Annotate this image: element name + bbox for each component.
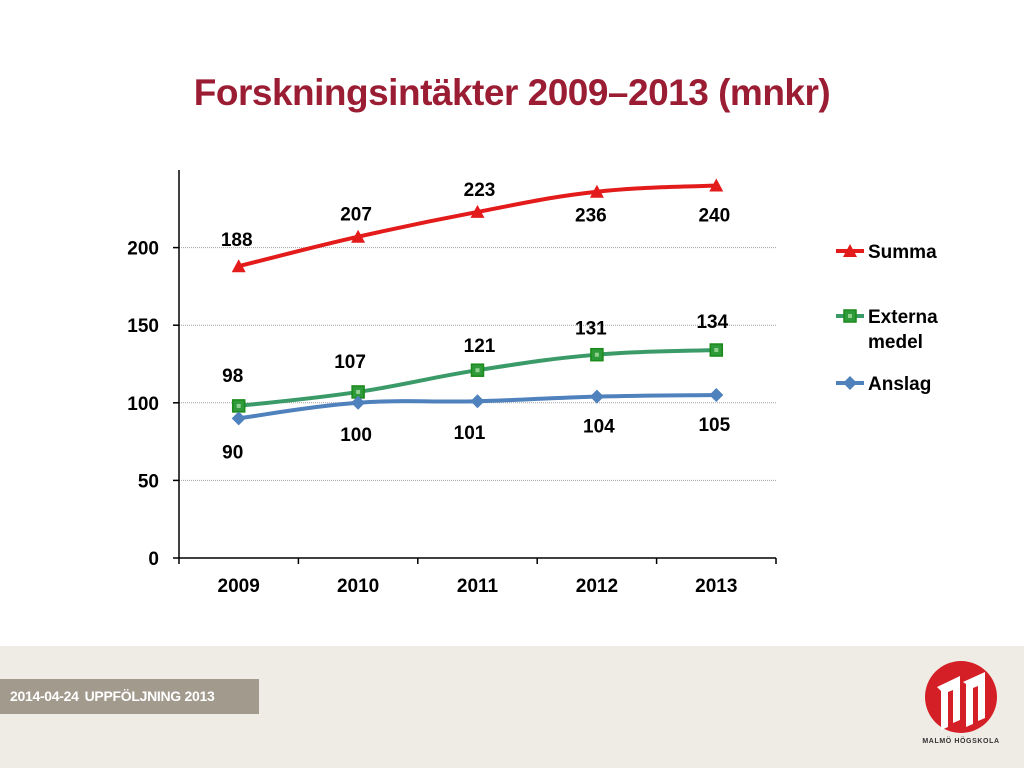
point-externa-medel-2010-center (356, 389, 361, 394)
data-label-externa-medel-2010: 107 (334, 352, 366, 373)
data-label-anslag-2012: 104 (583, 417, 615, 438)
y-tick-label-0: 0 (148, 549, 159, 570)
point-summa-2012 (589, 184, 604, 198)
footer-label: UPPFÖLJNING 2013 (84, 688, 215, 704)
logo-text: MALMÖ HÖGSKOLA (922, 738, 1000, 745)
point-anslag-2011 (470, 394, 485, 409)
point-externa-medel-2013-center (714, 348, 719, 353)
slide-title: Forskningsintäkter 2009–2013 (mnkr) (193, 72, 831, 113)
point-externa-medel-2011-center (475, 368, 480, 373)
point-anslag-2013 (709, 388, 724, 403)
point-anslag-2012 (589, 389, 604, 404)
line-chart: 0 50 100 150 200 2009 2010 2011 2012 2013 188 207 22… (127, 170, 938, 597)
point-externa-medel-2009-center (236, 403, 241, 408)
point-anslag-2010 (351, 395, 366, 410)
y-tick-label-100: 100 (127, 394, 159, 415)
data-label-anslag-2013: 105 (698, 415, 730, 436)
legend-marker-anslag (843, 376, 857, 390)
data-label-externa-medel-2009: 98 (222, 366, 243, 387)
data-label-summa-2011: 223 (464, 180, 496, 201)
legend-marker-externa-medel-center (848, 314, 852, 318)
x-tick-label-2013: 2013 (695, 576, 737, 597)
y-tick-label-150: 150 (127, 316, 159, 337)
point-summa-2011 (470, 204, 485, 218)
x-tick-label-2010: 2010 (337, 576, 379, 597)
y-tick-label-50: 50 (138, 471, 159, 492)
data-label-externa-medel-2011: 121 (464, 336, 496, 357)
point-summa-2013 (709, 178, 724, 192)
x-tick-label-2012: 2012 (576, 576, 618, 597)
x-tick-label-2009: 2009 (218, 576, 260, 597)
x-tick-label-2011: 2011 (457, 576, 499, 597)
data-label-summa-2012: 236 (575, 206, 607, 227)
point-summa-2009 (231, 259, 246, 273)
point-externa-medel-2012-center (594, 352, 599, 357)
data-label-summa-2010: 207 (340, 205, 372, 226)
data-label-summa-2013: 240 (698, 206, 730, 227)
legend-label-anslag: Anslag (868, 374, 931, 395)
point-summa-2010 (351, 229, 366, 243)
footer-tag: 2014-04-24 UPPFÖLJNING 2013 (0, 679, 259, 714)
malmo-hogskola-logo (925, 661, 997, 733)
point-anslag-2009 (231, 411, 246, 426)
data-label-anslag-2011: 101 (454, 423, 486, 444)
legend-marker-summa (843, 244, 857, 257)
legend-label-externa-medel-1: medel (868, 332, 923, 353)
legend-label-externa-medel: Externa (868, 307, 938, 328)
data-label-externa-medel-2013: 134 (696, 312, 728, 333)
data-label-anslag-2009: 90 (222, 442, 243, 463)
data-label-summa-2009: 188 (221, 230, 253, 251)
data-label-anslag-2010: 100 (340, 425, 372, 446)
legend-label-summa: Summa (868, 242, 937, 263)
footer-date: 2014-04-24 (10, 688, 79, 704)
data-label-externa-medel-2012: 131 (575, 319, 607, 340)
y-tick-label-200: 200 (127, 239, 159, 260)
